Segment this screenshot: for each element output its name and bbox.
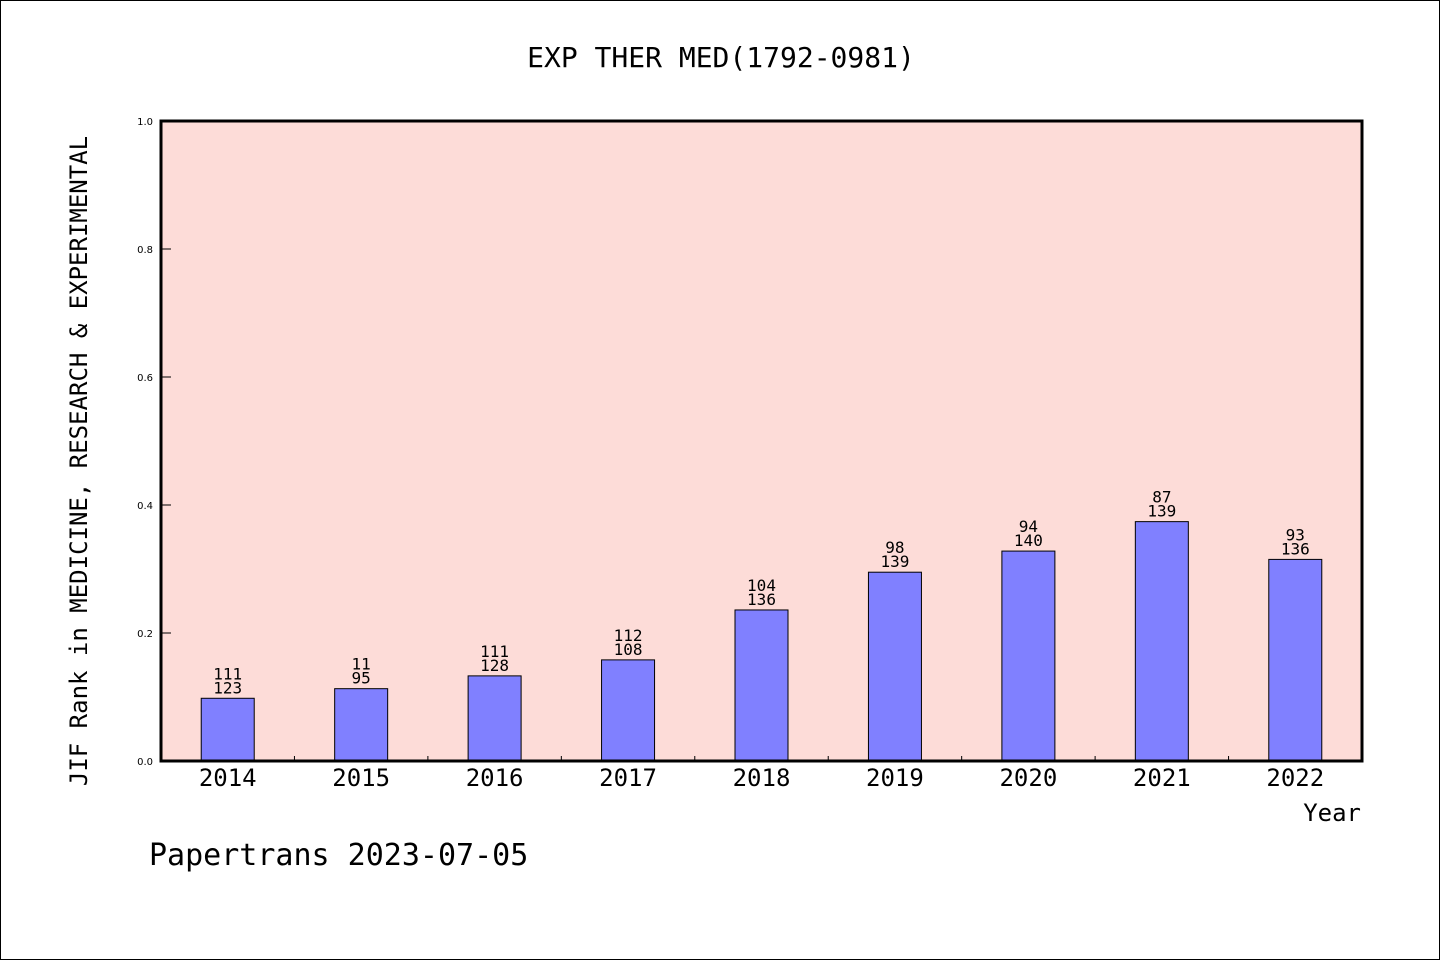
y-tick-label: 0.0 (137, 757, 153, 768)
bar (334, 688, 389, 762)
y-tick-label: 0.2 (137, 629, 153, 640)
y-tick-label: 1.0 (137, 117, 153, 128)
footer-text: Papertrans 2023-07-05 (149, 838, 528, 873)
bar (601, 659, 656, 762)
x-tick-label: 2014 (199, 764, 257, 792)
bar (1134, 521, 1189, 762)
x-axis-label: Year (1303, 799, 1361, 827)
bar (734, 609, 789, 762)
bar (1268, 558, 1323, 762)
bar-total-label: 123 (213, 678, 242, 697)
bar-total-label: 139 (880, 552, 909, 571)
y-tick-label: 0.8 (137, 245, 153, 256)
bar-total-label: 139 (1147, 502, 1176, 521)
x-tick-label: 2022 (1266, 764, 1324, 792)
bar-total-label: 140 (1014, 531, 1043, 550)
x-tick-label: 2021 (1133, 764, 1191, 792)
bar-total-label: 136 (1281, 539, 1310, 558)
bar-rank-label: 104 (747, 576, 776, 595)
y-axis-label: JIF Rank in MEDICINE, RESEARCH & EXPERIM… (65, 136, 93, 786)
bar-rank-label: 11 (352, 655, 371, 674)
bar-total-label: 136 (747, 590, 776, 609)
bar-total-label: 108 (614, 640, 643, 659)
bar-rank-label: 94 (1019, 517, 1038, 536)
x-tick-label: 2018 (733, 764, 791, 792)
y-tick-label: 0.6 (137, 373, 153, 384)
x-tick-label: 2020 (999, 764, 1057, 792)
bar (1001, 550, 1056, 762)
chart-title: EXP THER MED(1792-0981) (527, 41, 915, 74)
bar (200, 697, 255, 762)
bar-rank-label: 93 (1286, 525, 1305, 544)
bar-rank-label: 112 (614, 626, 643, 645)
x-axis-ticks: 2014 2015 2016 2017 2018 2019 2020 2021 2022 (199, 756, 1324, 792)
bar-rank-label: 111 (480, 642, 509, 661)
bar (467, 675, 522, 762)
x-tick-label: 2016 (466, 764, 524, 792)
bar-rank-label: 111 (213, 664, 242, 683)
plot-frame (159, 119, 1364, 763)
bars (200, 521, 1323, 762)
bar-total-label: 95 (352, 669, 371, 688)
bar-total-label: 128 (480, 656, 509, 675)
y-tick-label: 0.4 (137, 501, 153, 512)
bar (867, 571, 922, 762)
x-tick-label: 2017 (599, 764, 657, 792)
x-tick-label: 2019 (866, 764, 924, 792)
bar-rank-label: 87 (1152, 488, 1171, 507)
bar-rank-label: 98 (885, 538, 904, 557)
x-tick-label: 2015 (332, 764, 390, 792)
